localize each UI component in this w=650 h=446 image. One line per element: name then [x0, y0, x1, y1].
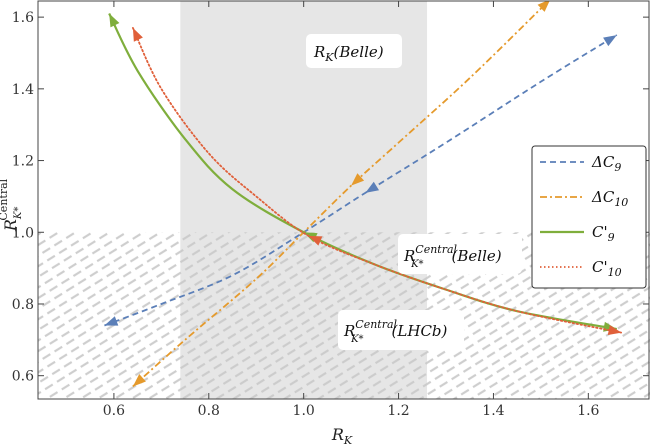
series-line: [104, 34, 618, 327]
x-tick-label: 0.8: [198, 403, 220, 419]
annot-rk-belle-main: R: [313, 43, 325, 61]
series-arrow-start: [132, 374, 146, 387]
legend-item: ΔC9: [540, 153, 621, 174]
svg-text:RK(Belle): RK(Belle): [313, 43, 384, 64]
legend-label: C'10: [592, 258, 622, 279]
series-arrow-start: [132, 27, 143, 42]
annotation-rkstar-lhcb: RCentral K* (LHCb): [338, 310, 464, 350]
series-arrow-start: [109, 13, 120, 28]
annot-rkstar-belle-sub: K*: [410, 259, 423, 270]
legend-label: C'9: [592, 223, 615, 244]
x-tick-label: 1.2: [387, 403, 409, 419]
ticks-layer: 0.6 0.8 1.0 1.2 1.4 1.6 0.6 0.8 1.0 1.2 1.4 1.6: [12, 1, 649, 419]
legend: ΔC9 ΔC10 C'9 C'10: [531, 145, 647, 289]
series-0: [104, 34, 618, 327]
series-arrow-mid: [351, 173, 365, 186]
series-arrow-mid: [308, 235, 323, 246]
annot-rkstar-belle-sup: Central: [415, 243, 457, 256]
y-tick-label: 1.2: [12, 154, 34, 170]
annot-rkstar-belle-tail: (Belle): [452, 247, 502, 265]
series-arrow-mid: [365, 181, 380, 193]
y-tick-label: 1.0: [12, 225, 34, 241]
annotation-rk-belle: RK(Belle): [306, 34, 402, 68]
x-tick-label: 1.4: [482, 403, 504, 419]
series-line: [132, 1, 550, 388]
annot-rkstar-belle-main: R: [403, 247, 415, 265]
y-tick-label: 0.8: [12, 297, 34, 313]
annot-rkstar-lhcb-sup: Central: [355, 318, 397, 331]
x-tick-label: 1.0: [293, 403, 315, 419]
series-3: [131, 26, 623, 335]
x-tick-label: 1.6: [577, 403, 599, 419]
x-tick-label: 0.6: [103, 403, 125, 419]
series-arrow-end: [603, 35, 617, 47]
legend-label: ΔC10: [591, 188, 628, 209]
legend-item: C'9: [540, 223, 615, 244]
series-arrow-start: [104, 316, 119, 326]
series-line: [108, 13, 617, 331]
annot-rk-belle-sub: K: [324, 51, 334, 64]
series-layer: [104, 1, 623, 388]
series-1: [132, 1, 550, 388]
series-arrow-end: [537, 1, 550, 12]
x-axis-title: RK: [331, 425, 353, 446]
legend-item: ΔC10: [540, 188, 628, 209]
annot-rkstar-lhcb-tail: (LHCb): [392, 322, 448, 340]
y-tick-label: 1.6: [12, 10, 34, 26]
legend-item: C'10: [540, 258, 622, 279]
y-axis-title: RK*Central: [0, 178, 24, 232]
annot-rkstar-lhcb-sub: K*: [350, 334, 363, 345]
y-tick-label: 1.4: [12, 82, 34, 98]
plot-frame: [37, 0, 650, 400]
annot-rk-belle-tail: (Belle): [334, 43, 384, 61]
svg-text:RK*Central: RK*Central: [0, 178, 24, 232]
legend-label: ΔC9: [591, 153, 621, 174]
y-tick-label: 0.6: [12, 369, 34, 385]
series-arrow-end: [607, 325, 622, 335]
annot-rkstar-lhcb-main: R: [343, 322, 355, 340]
annotation-rkstar-belle: RCentral K* (Belle): [398, 234, 522, 274]
